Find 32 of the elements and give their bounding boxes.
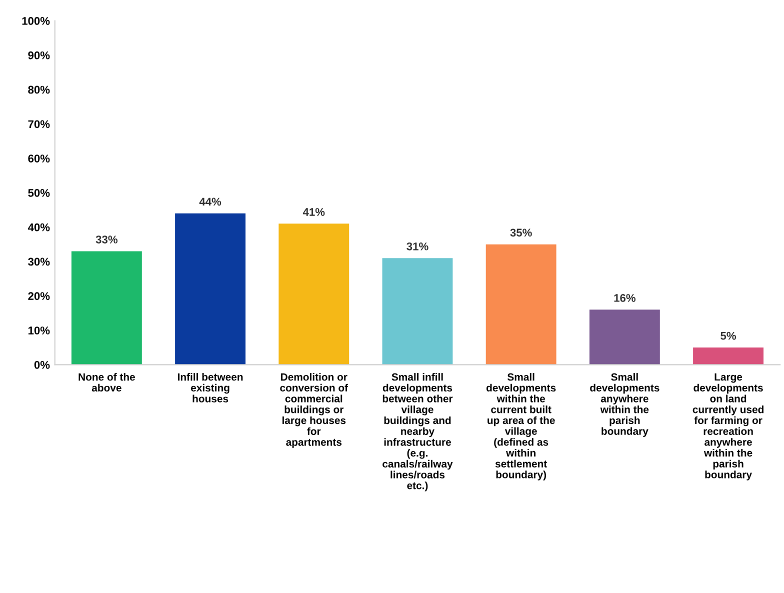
bar [382,258,453,365]
y-tick-label: 20% [28,292,50,300]
bar [693,348,764,365]
x-tick-label: None of the above [78,373,135,392]
category-label: Small developments within the current built up area of the village (defined as within settlement boundary) [486,373,556,480]
y-tick-label: 40% [28,223,50,232]
y-tick-label: 100% [22,17,50,25]
y-tick-label: 10% [28,326,50,334]
data-label: 5% [720,332,736,340]
y-tick-label: 0% [34,360,50,369]
data-label: 31% [406,242,428,250]
bar [175,213,246,365]
y-tick-label: 60% [28,154,50,162]
x-tick-label: Small developments anywhere within the parish boundary [590,373,660,437]
y-tick-label: 70% [28,120,50,128]
y-tick-label: 30% [28,258,50,266]
data-label: 16% [614,294,636,302]
bar [486,244,556,365]
x-tick-label: Demolition or conversion of commercial buildings or large houses for apartments [280,373,348,448]
y-tick-label: 90% [28,51,50,60]
bar [278,224,350,365]
category-label: Large developments on land currently used for farming or recreation anywhere within the parish boundary [692,373,764,480]
data-label: 35% [510,228,532,237]
bar [71,251,142,365]
bar [589,310,660,365]
y-tick-label: 80% [28,86,50,94]
category-label: Small infill developments between other village buildings and nearby infrastructure (e.g. canals/railway lines/roads etc.) [382,373,453,492]
x-tick-label: Infill between existing houses [178,373,243,402]
data-label: 44% [199,198,222,206]
y-tick-label: 50% [28,188,50,197]
data-label: 41% [302,208,325,216]
data-label: 33% [96,236,118,244]
